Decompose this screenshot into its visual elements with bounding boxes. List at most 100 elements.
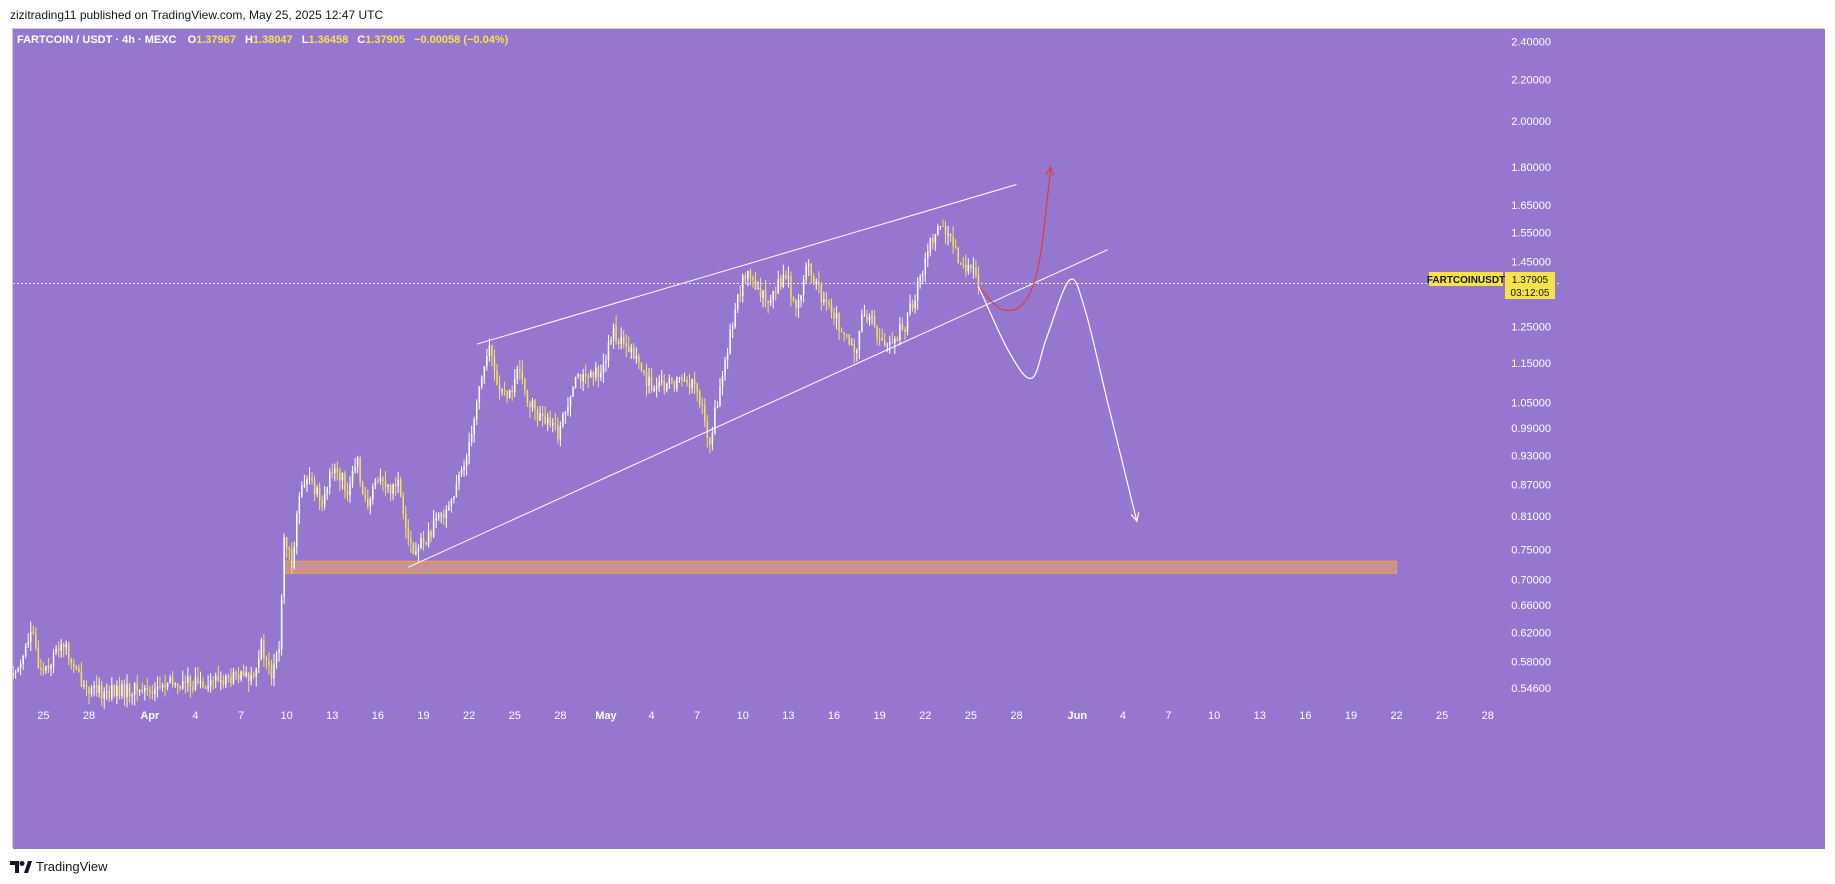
candle-body xyxy=(797,300,800,309)
candle-body xyxy=(927,251,929,259)
x-tick-label: 4 xyxy=(192,710,198,722)
y-tick-label: 2.20000 xyxy=(1511,75,1551,87)
candle-body xyxy=(372,486,374,500)
candle-body xyxy=(883,340,886,347)
candle-body xyxy=(896,338,899,341)
candle-body xyxy=(911,303,914,309)
candle-body xyxy=(914,300,916,309)
candle-body xyxy=(554,423,557,425)
candle-body xyxy=(435,517,437,521)
candle-body xyxy=(197,677,199,684)
candle-body xyxy=(166,682,169,688)
candle-body xyxy=(131,695,133,697)
y-tick-label: 0.81000 xyxy=(1511,511,1551,523)
candle-body xyxy=(901,324,904,330)
candle-body xyxy=(473,419,475,434)
candle-body xyxy=(356,457,359,468)
candle-body xyxy=(425,541,427,545)
candle-body xyxy=(387,485,389,488)
candle-body xyxy=(481,376,483,387)
price-axis[interactable]: 2.40000 2.20000 2.00000 1.80000 1.65000 1.550… xyxy=(1511,37,1551,695)
x-tick-label: 25 xyxy=(1436,710,1448,722)
candle-body xyxy=(676,377,678,389)
candle-body xyxy=(258,658,260,668)
legend-symbol: FARTCOIN / USDT · 4h · MEXC xyxy=(17,34,177,46)
candle-body xyxy=(179,685,182,689)
candle-body xyxy=(871,316,873,318)
x-tick-label: 28 xyxy=(83,710,95,722)
candle-body xyxy=(283,537,285,597)
price-tag[interactable]: FARTCOINUSDT 1.37905 03:12:05 xyxy=(1427,272,1555,299)
candle-body xyxy=(50,665,52,669)
candle-body xyxy=(524,378,526,390)
candle-body xyxy=(858,330,861,350)
price-chart[interactable]: 2.40000 2.20000 2.00000 1.80000 1.65000 1.550… xyxy=(13,29,1825,849)
candle-body xyxy=(638,356,640,363)
candle-body xyxy=(341,472,344,481)
candle-body xyxy=(850,343,853,345)
candle-body xyxy=(691,379,693,389)
candle-body xyxy=(483,366,486,377)
price-tag-price: 1.37905 xyxy=(1512,275,1549,286)
candle-body xyxy=(227,675,230,677)
y-tick-label: 0.70000 xyxy=(1511,575,1551,587)
candle-body xyxy=(881,338,883,341)
candle-body xyxy=(949,233,952,237)
candle-body xyxy=(868,316,871,321)
candle-body xyxy=(909,303,911,314)
candle-body xyxy=(450,499,453,507)
demand-zone-rect xyxy=(283,560,1398,574)
candle-body xyxy=(519,369,521,372)
candle-body xyxy=(22,656,24,664)
candle-body xyxy=(273,663,275,679)
candle-body xyxy=(947,233,949,235)
x-tick-label: 19 xyxy=(1345,710,1357,722)
candle-body xyxy=(503,390,506,392)
candle-body xyxy=(767,300,769,304)
x-tick-label: 13 xyxy=(782,710,794,722)
candle-body xyxy=(777,279,780,293)
candle-body xyxy=(673,380,676,389)
candle-body xyxy=(384,480,387,488)
candle-body xyxy=(952,236,954,247)
candle-body xyxy=(795,299,797,309)
candle-body xyxy=(754,279,757,290)
candle-body xyxy=(111,685,113,699)
candle-body xyxy=(696,384,698,392)
candle-body xyxy=(688,383,691,389)
candle-body xyxy=(782,274,785,287)
candle-body xyxy=(187,676,189,683)
y-tick-label: 0.87000 xyxy=(1511,480,1551,492)
candle-body xyxy=(37,647,40,669)
chart-panel[interactable]: 2.40000 2.20000 2.00000 1.80000 1.65000 1.550… xyxy=(12,28,1825,849)
candle-body xyxy=(336,468,339,472)
demand-zone[interactable] xyxy=(283,560,1398,574)
candle-body xyxy=(116,685,118,697)
candle-body xyxy=(541,413,544,416)
candle-body xyxy=(73,663,75,667)
x-tick-label: 16 xyxy=(828,710,840,722)
candle-body xyxy=(118,685,121,696)
candle-body xyxy=(296,513,298,547)
x-tick-label: 16 xyxy=(372,710,384,722)
candle-body xyxy=(899,324,901,341)
candle-body xyxy=(209,680,212,686)
price-tag-countdown: 03:12:05 xyxy=(1511,288,1550,299)
candle-body xyxy=(27,642,29,645)
time-axis[interactable]: 25 28 Apr 4 7 10 13 16 19 22 25 28 May 4 7 10 13 16 19 22 25… xyxy=(37,710,1494,722)
candle-body xyxy=(422,538,425,542)
x-tick-label: 25 xyxy=(965,710,977,722)
footer: TradingView xyxy=(10,859,108,874)
candle-body xyxy=(123,684,126,698)
candle-body xyxy=(744,275,747,280)
candle-body xyxy=(374,480,377,487)
y-tick-label: 0.75000 xyxy=(1511,544,1551,556)
legend-low-value: 1.36458 xyxy=(308,34,348,46)
candle-body xyxy=(807,264,810,266)
candle-body xyxy=(521,371,524,379)
candle-body xyxy=(217,676,220,682)
candle-body xyxy=(220,680,222,682)
candle-body xyxy=(136,683,138,692)
candle-body xyxy=(757,287,759,290)
candle-body xyxy=(513,378,516,392)
